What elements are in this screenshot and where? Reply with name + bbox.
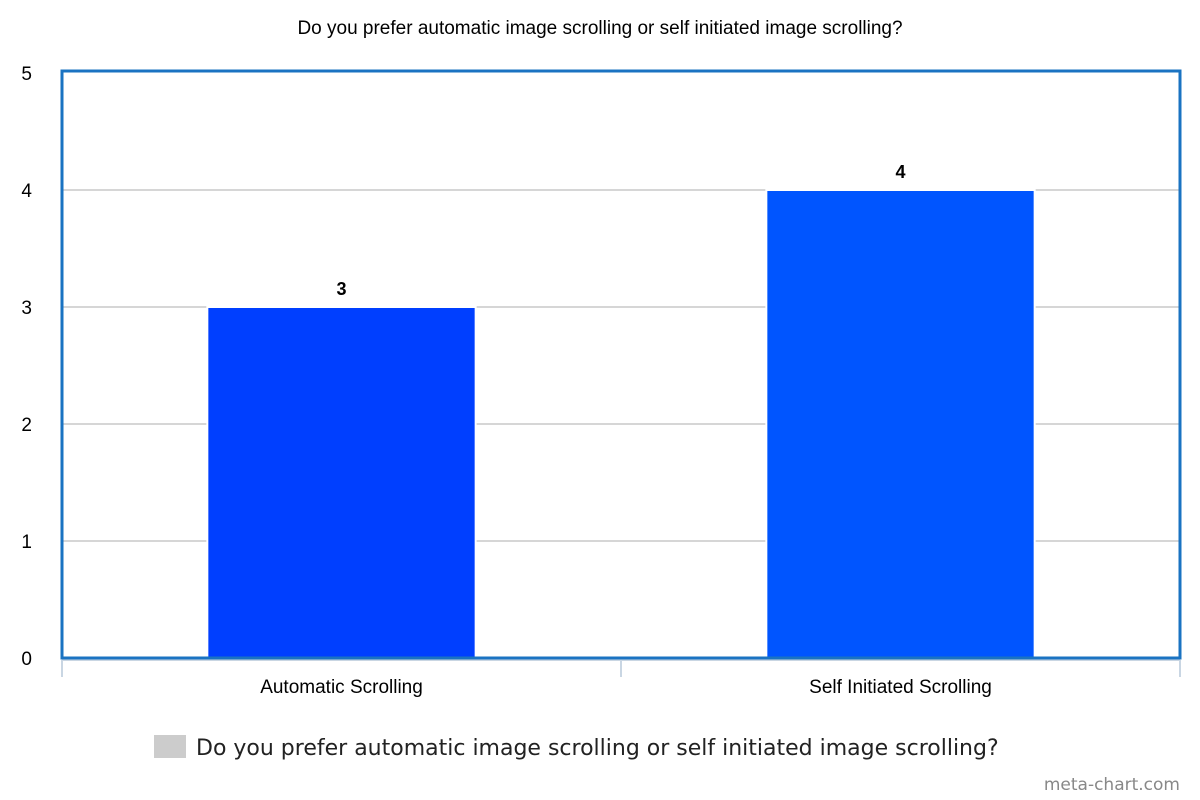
x-tick-label: Automatic Scrolling [260,677,423,698]
x-tick-label: Self Initiated Scrolling [809,677,992,698]
y-tick-label: 3 [21,298,32,319]
legend-swatch [154,735,186,758]
bar [206,306,477,659]
y-tick-label: 0 [21,649,32,670]
bar [765,189,1036,659]
y-tick-label: 4 [21,181,32,202]
data-labels: 34 [336,162,905,299]
data-label: 4 [895,162,905,182]
watermark: meta-chart.com [1044,775,1180,795]
chart-title: Do you prefer automatic image scrolling … [297,18,902,39]
legend[interactable]: Do you prefer automatic image scrolling … [154,735,999,761]
y-axis-ticks: 0 1 2 3 4 5 [21,64,32,670]
x-axis: Automatic Scrolling Self Initiated Scroll… [61,659,1181,698]
plot-frame [60,69,1182,660]
y-tick-label: 1 [21,532,32,553]
legend-label: Do you prefer automatic image scrolling … [196,736,999,761]
y-tick-label: 5 [21,64,32,85]
y-tick-label: 2 [21,415,32,436]
data-label: 3 [336,279,346,299]
plot-border [60,69,1182,660]
